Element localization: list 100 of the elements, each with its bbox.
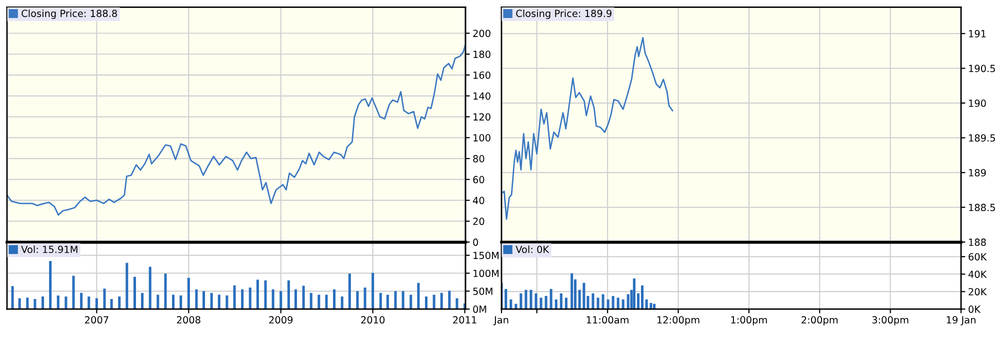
bar: [302, 286, 305, 310]
bar: [440, 292, 443, 310]
bar: [318, 294, 320, 310]
bar: [42, 296, 44, 310]
x-tick-label: 11:00am: [586, 316, 628, 324]
x-tick-label: 2:00pm: [802, 316, 838, 326]
bar: [80, 292, 83, 310]
bar: [356, 291, 359, 310]
bar: [287, 280, 290, 310]
bar: [612, 296, 614, 310]
bar: [88, 296, 90, 310]
bar: [49, 261, 52, 310]
bar: [148, 266, 152, 310]
bar: [372, 272, 374, 310]
bar: [164, 274, 167, 310]
legend-label: Vol: 0K: [516, 246, 550, 254]
bar: [34, 299, 36, 310]
bar: [256, 280, 259, 310]
y-tick-label: 100M: [474, 270, 498, 278]
y-tick-label: 40: [472, 196, 484, 204]
x-tick-label: 12:00pm: [657, 316, 700, 326]
bar: [95, 298, 98, 310]
bar: [596, 298, 600, 310]
bar: [560, 293, 562, 310]
bar: [540, 298, 542, 310]
y-tick-label: 120: [474, 113, 490, 121]
bar: [554, 299, 558, 310]
bar: [195, 289, 198, 310]
bar: [622, 299, 624, 310]
x-tick-label: 2010: [361, 316, 385, 324]
line-series: [502, 37, 674, 220]
bar: [448, 290, 451, 310]
bar: [570, 273, 574, 310]
bar: [544, 296, 548, 310]
bar: [64, 296, 68, 310]
bar: [126, 262, 128, 310]
x-tick-label: 2009: [269, 316, 293, 324]
y-tick-label: 60: [473, 176, 484, 184]
bar: [333, 289, 336, 310]
bar: [524, 290, 528, 310]
bar: [172, 294, 175, 310]
bar: [424, 296, 428, 310]
bar: [632, 278, 636, 310]
x-tick-label: 2008: [176, 316, 200, 324]
line-series: [6, 45, 466, 216]
legend-label: Closing Price: 189.9: [516, 10, 612, 19]
y-tick-label: 60K: [968, 253, 987, 260]
bar: [325, 294, 328, 310]
bar: [510, 299, 512, 310]
bar: [241, 289, 244, 310]
x-tick-label: 2007: [85, 316, 108, 324]
bar: [233, 285, 236, 310]
bar: [72, 276, 75, 310]
bar: [640, 285, 644, 310]
legend-label: Closing Price: 188.8: [22, 10, 117, 19]
bar: [280, 291, 282, 310]
bar: [417, 282, 420, 310]
bar: [26, 298, 29, 310]
y-tick-label: 0: [473, 238, 478, 246]
x-tick-label: 19 Jan: [946, 316, 976, 326]
bar: [202, 291, 206, 310]
bar: [645, 299, 648, 310]
bar: [520, 293, 522, 310]
bar: [248, 288, 252, 310]
bar: [402, 291, 404, 310]
y-tick-label: 100: [474, 134, 490, 142]
bar: [534, 293, 538, 310]
bar: [602, 294, 604, 310]
bar: [264, 280, 267, 310]
bar: [218, 294, 220, 310]
y-tick-label: 20: [473, 218, 484, 226]
bar: [310, 292, 312, 310]
y-tick-label: 191: [969, 30, 986, 38]
bar: [432, 294, 436, 310]
y-tick-label: 180: [474, 50, 490, 58]
bar: [226, 295, 228, 310]
y-tick-label: 20K: [968, 288, 987, 296]
y-tick-label: 190.5: [969, 64, 995, 72]
y-tick-label: 0K: [968, 306, 981, 313]
bar: [592, 293, 594, 310]
bar: [180, 295, 182, 310]
y-tick-label: 40K: [968, 270, 987, 278]
bar: [386, 294, 389, 310]
bar: [606, 299, 610, 310]
y-tick-label: 189: [969, 169, 986, 176]
bar: [11, 286, 14, 310]
bar: [272, 289, 274, 310]
y-tick-label: 190: [969, 100, 986, 107]
y-tick-label: 200: [473, 30, 490, 38]
bar: [530, 290, 532, 310]
bar: [616, 298, 620, 310]
bar: [456, 298, 458, 310]
y-tick-label: 50M: [473, 288, 492, 295]
bar: [348, 274, 351, 310]
y-tick-label: 188: [969, 238, 986, 246]
bar: [118, 296, 121, 310]
x-tick-label: 3:00pm: [872, 316, 908, 326]
bar: [410, 294, 412, 310]
bar: [340, 296, 344, 310]
bar: [294, 289, 297, 310]
